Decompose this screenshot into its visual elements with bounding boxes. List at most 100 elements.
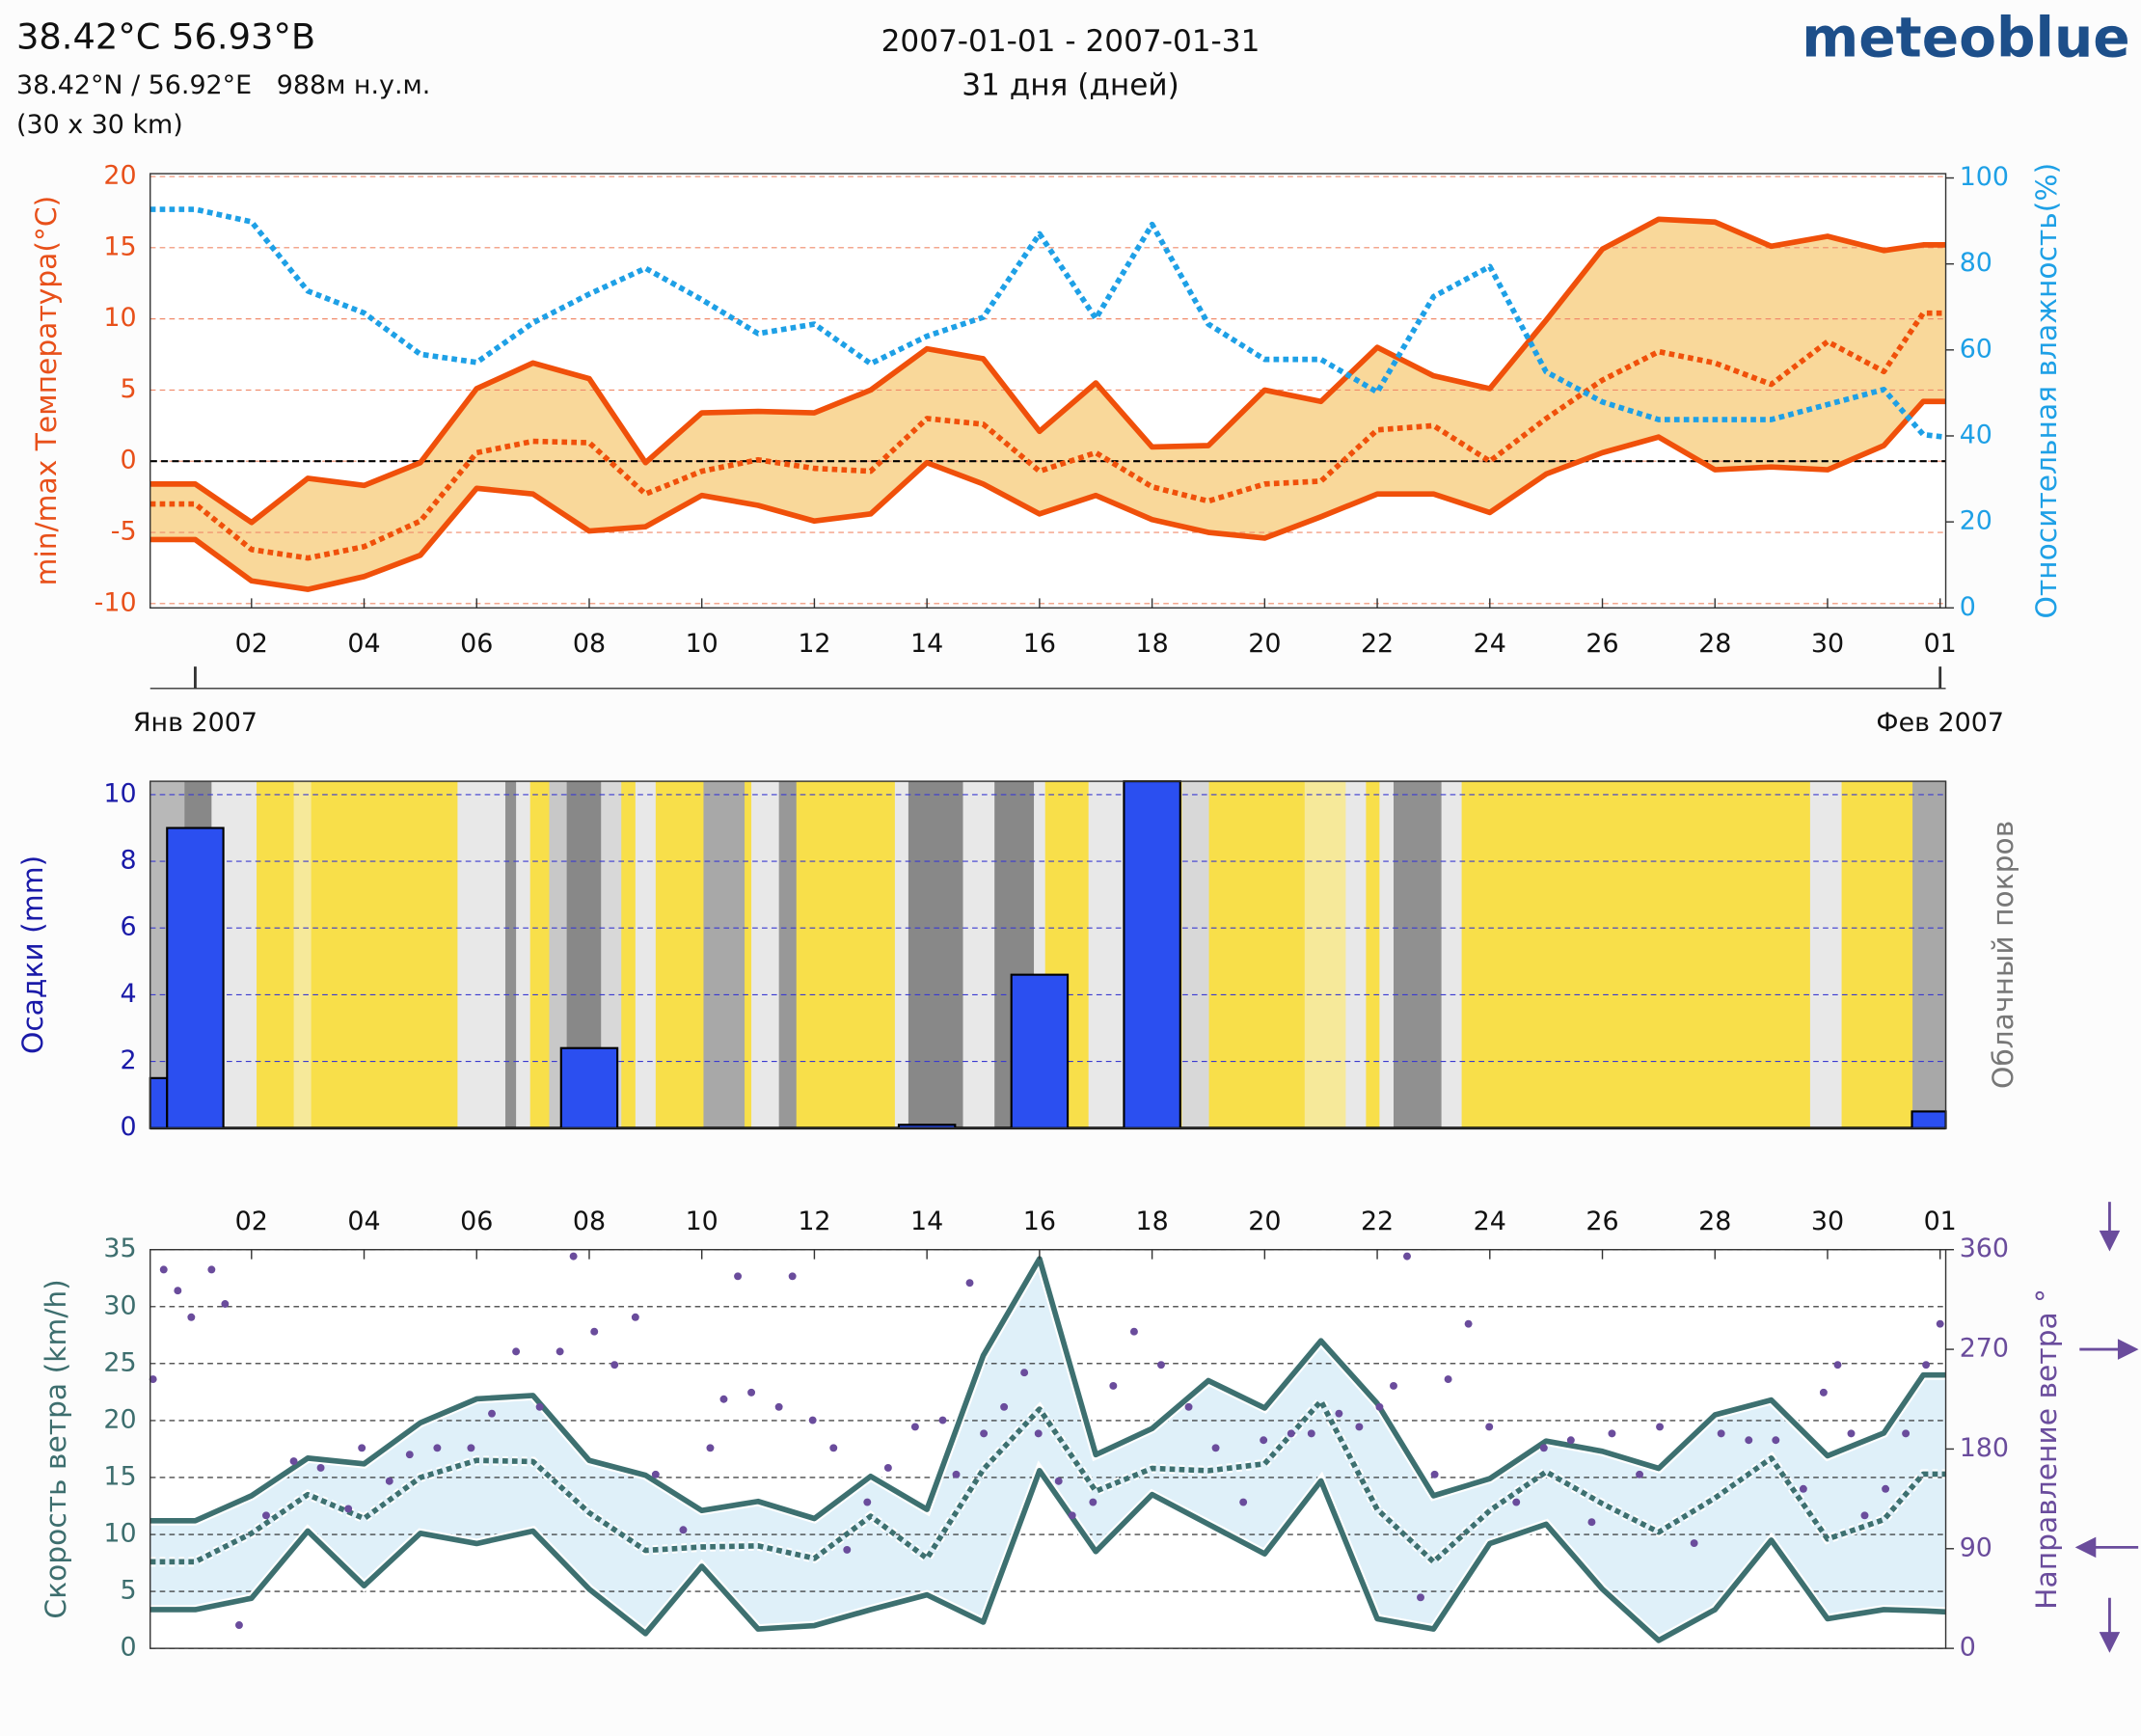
line — [149, 1256, 1946, 1524]
direction-point — [1799, 1484, 1807, 1493]
y-tick-label: 10 — [103, 778, 136, 808]
direction-point — [1307, 1429, 1315, 1438]
x-tick-label: 18 — [1136, 629, 1169, 659]
direction-point — [1902, 1429, 1911, 1438]
direction-point — [385, 1477, 393, 1485]
direction-point — [952, 1470, 961, 1478]
y-tick-label: 0 — [120, 446, 136, 475]
cloud-cover — [635, 781, 657, 1128]
direction-point — [467, 1444, 475, 1452]
range-band — [149, 1259, 1946, 1641]
direction-point — [1860, 1511, 1869, 1520]
cloud-cover — [1304, 781, 1347, 1128]
direction-point — [1636, 1470, 1644, 1478]
x-tick-label: 10 — [686, 629, 718, 659]
direction-point — [1690, 1539, 1698, 1548]
y-tick-label: 5 — [120, 1576, 136, 1606]
direction-point — [774, 1402, 783, 1411]
y-tick-label: 0 — [120, 1633, 136, 1663]
cloud-cover — [1366, 781, 1381, 1128]
x-tick-label: 26 — [1585, 1207, 1618, 1236]
plot-frame — [149, 173, 1947, 609]
bar — [1911, 1110, 1947, 1129]
y-tick-label: 15 — [103, 231, 136, 261]
cloud-cover — [311, 781, 459, 1128]
y2-axis-label: Облачный покров — [1987, 821, 2020, 1089]
x-tick-label: 01 — [1924, 1207, 1957, 1236]
direction-point — [316, 1463, 325, 1472]
direction-point — [488, 1409, 496, 1418]
y-tick-label: -10 — [95, 587, 137, 617]
line — [149, 398, 1946, 592]
direction-point — [1054, 1477, 1063, 1485]
direction-point — [679, 1526, 688, 1534]
coordinates: 38.42°N / 56.92°E 988м н.у.м. — [16, 70, 430, 100]
line — [149, 1468, 1946, 1643]
direction-point — [808, 1416, 817, 1424]
cloud-cover — [751, 781, 780, 1128]
y-tick-label: 8 — [120, 846, 136, 876]
direction-point — [910, 1423, 919, 1431]
y2-tick-label: 270 — [1960, 1334, 2009, 1364]
direction-point — [1936, 1319, 1944, 1328]
x-tick-label: 12 — [798, 629, 830, 659]
cloud-cover — [529, 781, 551, 1128]
cloud-cover — [1461, 781, 1811, 1128]
cloud-cover — [293, 781, 312, 1128]
arrow-head — [2099, 1632, 2121, 1653]
y2-tick-label: 360 — [1960, 1234, 2009, 1263]
direction-point — [556, 1347, 564, 1356]
bar — [166, 827, 225, 1129]
logo: meteoblue — [1802, 6, 2129, 69]
line — [149, 206, 1946, 441]
cloud-cover — [1181, 781, 1210, 1128]
direction-point — [1717, 1429, 1725, 1438]
x-tick-label: 22 — [1361, 1207, 1394, 1236]
direction-point — [149, 1375, 157, 1384]
direction-point — [1068, 1511, 1076, 1520]
arrow-head — [2074, 1536, 2097, 1559]
cloud-cover — [549, 781, 568, 1128]
line — [149, 216, 1946, 526]
direction-point — [1211, 1444, 1220, 1452]
direction-point — [1355, 1423, 1364, 1431]
direction-point — [1156, 1361, 1165, 1370]
direction-point — [187, 1313, 196, 1321]
direction-point — [1109, 1382, 1118, 1390]
direction-point — [1417, 1593, 1424, 1602]
direction-point — [234, 1621, 243, 1629]
direction-point — [535, 1402, 544, 1411]
y2-tick-label: 60 — [1960, 334, 1992, 364]
cloud-cover — [1379, 781, 1395, 1128]
direction-point — [1184, 1402, 1193, 1411]
cloud-cover — [745, 781, 752, 1128]
x-tick-label: 30 — [1811, 1207, 1844, 1236]
direction-point — [221, 1300, 230, 1308]
direction-point — [1485, 1423, 1494, 1431]
cloud-cover — [778, 781, 798, 1128]
direction-point — [1512, 1498, 1521, 1506]
direction-point — [1745, 1436, 1753, 1445]
y2-tick-label: 40 — [1960, 420, 1992, 449]
y-axis-label: min/max Температура(°C) — [30, 196, 64, 586]
direction-icons — [2074, 1202, 2139, 1653]
direction-point — [965, 1279, 974, 1288]
month-label: Янв 2007 — [133, 708, 257, 738]
direction-point — [512, 1347, 521, 1356]
x-tick-label: 12 — [798, 1207, 830, 1236]
direction-point — [1464, 1319, 1473, 1328]
direction-point — [1882, 1484, 1890, 1493]
direction-point — [1833, 1361, 1842, 1370]
direction-point — [1922, 1361, 1931, 1370]
x-tick-label: 24 — [1474, 629, 1506, 659]
y2-axis-label: Направление ветра ° — [2030, 1288, 2064, 1610]
direction-point — [174, 1287, 182, 1295]
y-tick-label: 10 — [103, 303, 136, 333]
bar — [559, 1046, 619, 1129]
direction-point — [1772, 1436, 1780, 1445]
day-count: 31 дня (дней) — [962, 68, 1179, 102]
line — [149, 1397, 1946, 1565]
plot-frame — [149, 780, 1947, 1129]
y-tick-label: 4 — [120, 979, 136, 1009]
x-tick-label: 22 — [1361, 629, 1394, 659]
